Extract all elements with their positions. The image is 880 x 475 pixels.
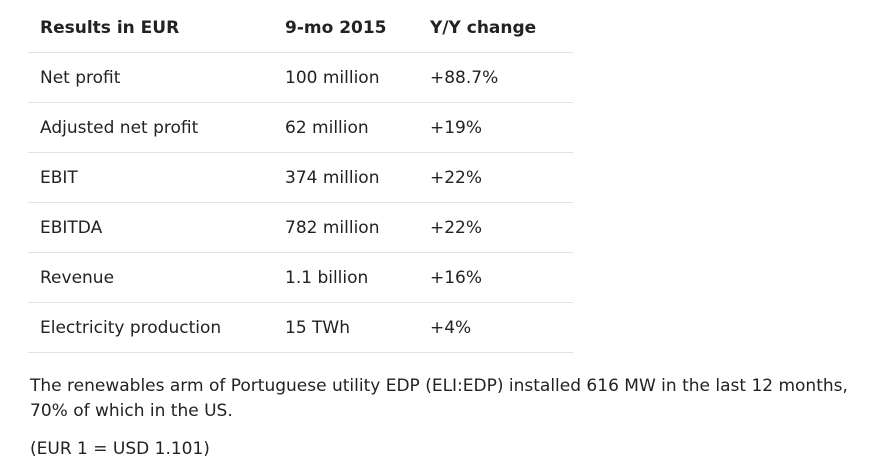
value-cell: 15 TWh <box>273 302 418 353</box>
value-cell: 62 million <box>273 102 418 153</box>
exchange-rate-note: (EUR 1 = USD 1.101) <box>30 439 210 459</box>
table-row: Adjusted net profit 62 million +19% <box>28 102 573 153</box>
metric-cell: Revenue <box>28 252 273 303</box>
results-table: Results in EUR 9-mo 2015 Y/Y change Net … <box>28 4 573 353</box>
change-cell: +19% <box>418 102 573 153</box>
table-row: EBIT 374 million +22% <box>28 152 573 203</box>
metric-cell: EBIT <box>28 152 273 203</box>
column-header-change: Y/Y change <box>418 4 573 53</box>
value-cell: 782 million <box>273 202 418 253</box>
change-cell: +22% <box>418 152 573 203</box>
table-row: Electricity production 15 TWh +4% <box>28 302 573 353</box>
table-row: Net profit 100 million +88.7% <box>28 52 573 103</box>
metric-cell: Adjusted net profit <box>28 102 273 153</box>
change-cell: +16% <box>418 252 573 303</box>
table-row: Revenue 1.1 billion +16% <box>28 252 573 303</box>
value-cell: 1.1 billion <box>273 252 418 303</box>
column-header-period: 9-mo 2015 <box>273 4 418 53</box>
metric-cell: EBITDA <box>28 202 273 253</box>
change-cell: +22% <box>418 202 573 253</box>
table-row: EBITDA 782 million +22% <box>28 202 573 253</box>
change-cell: +88.7% <box>418 52 573 103</box>
metric-cell: Electricity production <box>28 302 273 353</box>
value-cell: 100 million <box>273 52 418 103</box>
column-header-metric: Results in EUR <box>28 4 273 53</box>
change-cell: +4% <box>418 302 573 353</box>
value-cell: 374 million <box>273 152 418 203</box>
table-header-row: Results in EUR 9-mo 2015 Y/Y change <box>28 4 573 53</box>
metric-cell: Net profit <box>28 52 273 103</box>
body-paragraph: The renewables arm of Portuguese utility… <box>30 376 848 421</box>
